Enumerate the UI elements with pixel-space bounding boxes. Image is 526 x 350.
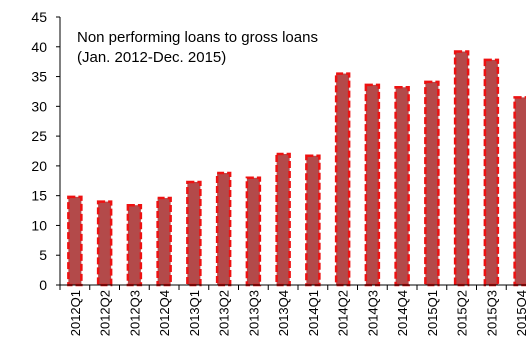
y-tick-label: 20 — [31, 158, 47, 174]
x-tick-label: 2012Q1 — [68, 290, 83, 336]
y-tick-label: 0 — [39, 277, 47, 293]
x-tick-label: 2013Q4 — [276, 290, 291, 336]
x-tick-label: 2012Q4 — [157, 290, 172, 336]
y-tick-label: 35 — [31, 69, 47, 85]
bar-2012Q1 — [67, 195, 83, 287]
x-tick-label: 2012Q2 — [98, 290, 113, 336]
x-tick-label: 2014Q3 — [365, 290, 380, 336]
y-axis-ticks: 0 5 10 15 20 25 30 35 40 45 — [31, 9, 60, 293]
x-tick-label: 2015Q4 — [514, 290, 526, 336]
y-tick-label: 10 — [31, 217, 47, 233]
x-tick-label: 2015Q1 — [425, 290, 440, 336]
bar-2014Q2 — [334, 72, 351, 287]
x-tick-label: 2013Q3 — [246, 290, 261, 336]
x-tick-label: 2014Q1 — [306, 290, 321, 336]
bar-2012Q4 — [156, 196, 172, 287]
bar-2013Q4 — [275, 152, 291, 287]
bar-2013Q2 — [215, 171, 232, 287]
bar-2013Q1 — [186, 180, 202, 287]
x-tick-label: 2015Q3 — [484, 290, 499, 336]
y-tick-label: 15 — [31, 188, 47, 204]
y-tick-label: 5 — [39, 247, 47, 263]
x-tick-label: 2014Q2 — [336, 290, 351, 336]
y-tick-label: 45 — [31, 9, 47, 25]
bar-2015Q2 — [453, 50, 470, 287]
x-tick-label: 2015Q2 — [455, 290, 470, 336]
bar-2014Q1 — [305, 154, 321, 287]
x-tick-label: 2012Q3 — [127, 290, 142, 336]
bar-2014Q4 — [394, 86, 410, 287]
chart-subtitle: (Jan. 2012-Dec. 2015) — [77, 49, 226, 66]
bar-2013Q3 — [245, 176, 262, 287]
bar-2012Q3 — [126, 203, 143, 287]
x-tick-label: 2013Q2 — [217, 290, 232, 336]
bars — [67, 50, 526, 287]
x-tick-label: 2014Q4 — [395, 290, 410, 336]
bar-2015Q4 — [513, 96, 526, 287]
x-tick-label: 2013Q1 — [187, 290, 202, 336]
y-tick-label: 25 — [31, 128, 47, 144]
y-tick-label: 40 — [31, 39, 47, 55]
bar-2012Q2 — [96, 200, 113, 287]
bar-2014Q3 — [364, 83, 381, 287]
chart-title: Non performing loans to gross loans — [77, 29, 318, 46]
y-tick-label: 30 — [31, 98, 47, 114]
bar-2015Q3 — [483, 58, 500, 287]
x-axis-ticks: 2012Q1 2012Q2 2012Q3 2012Q4 2013Q1 2013Q2 2013… — [59, 285, 526, 336]
bar-2015Q1 — [424, 80, 440, 287]
